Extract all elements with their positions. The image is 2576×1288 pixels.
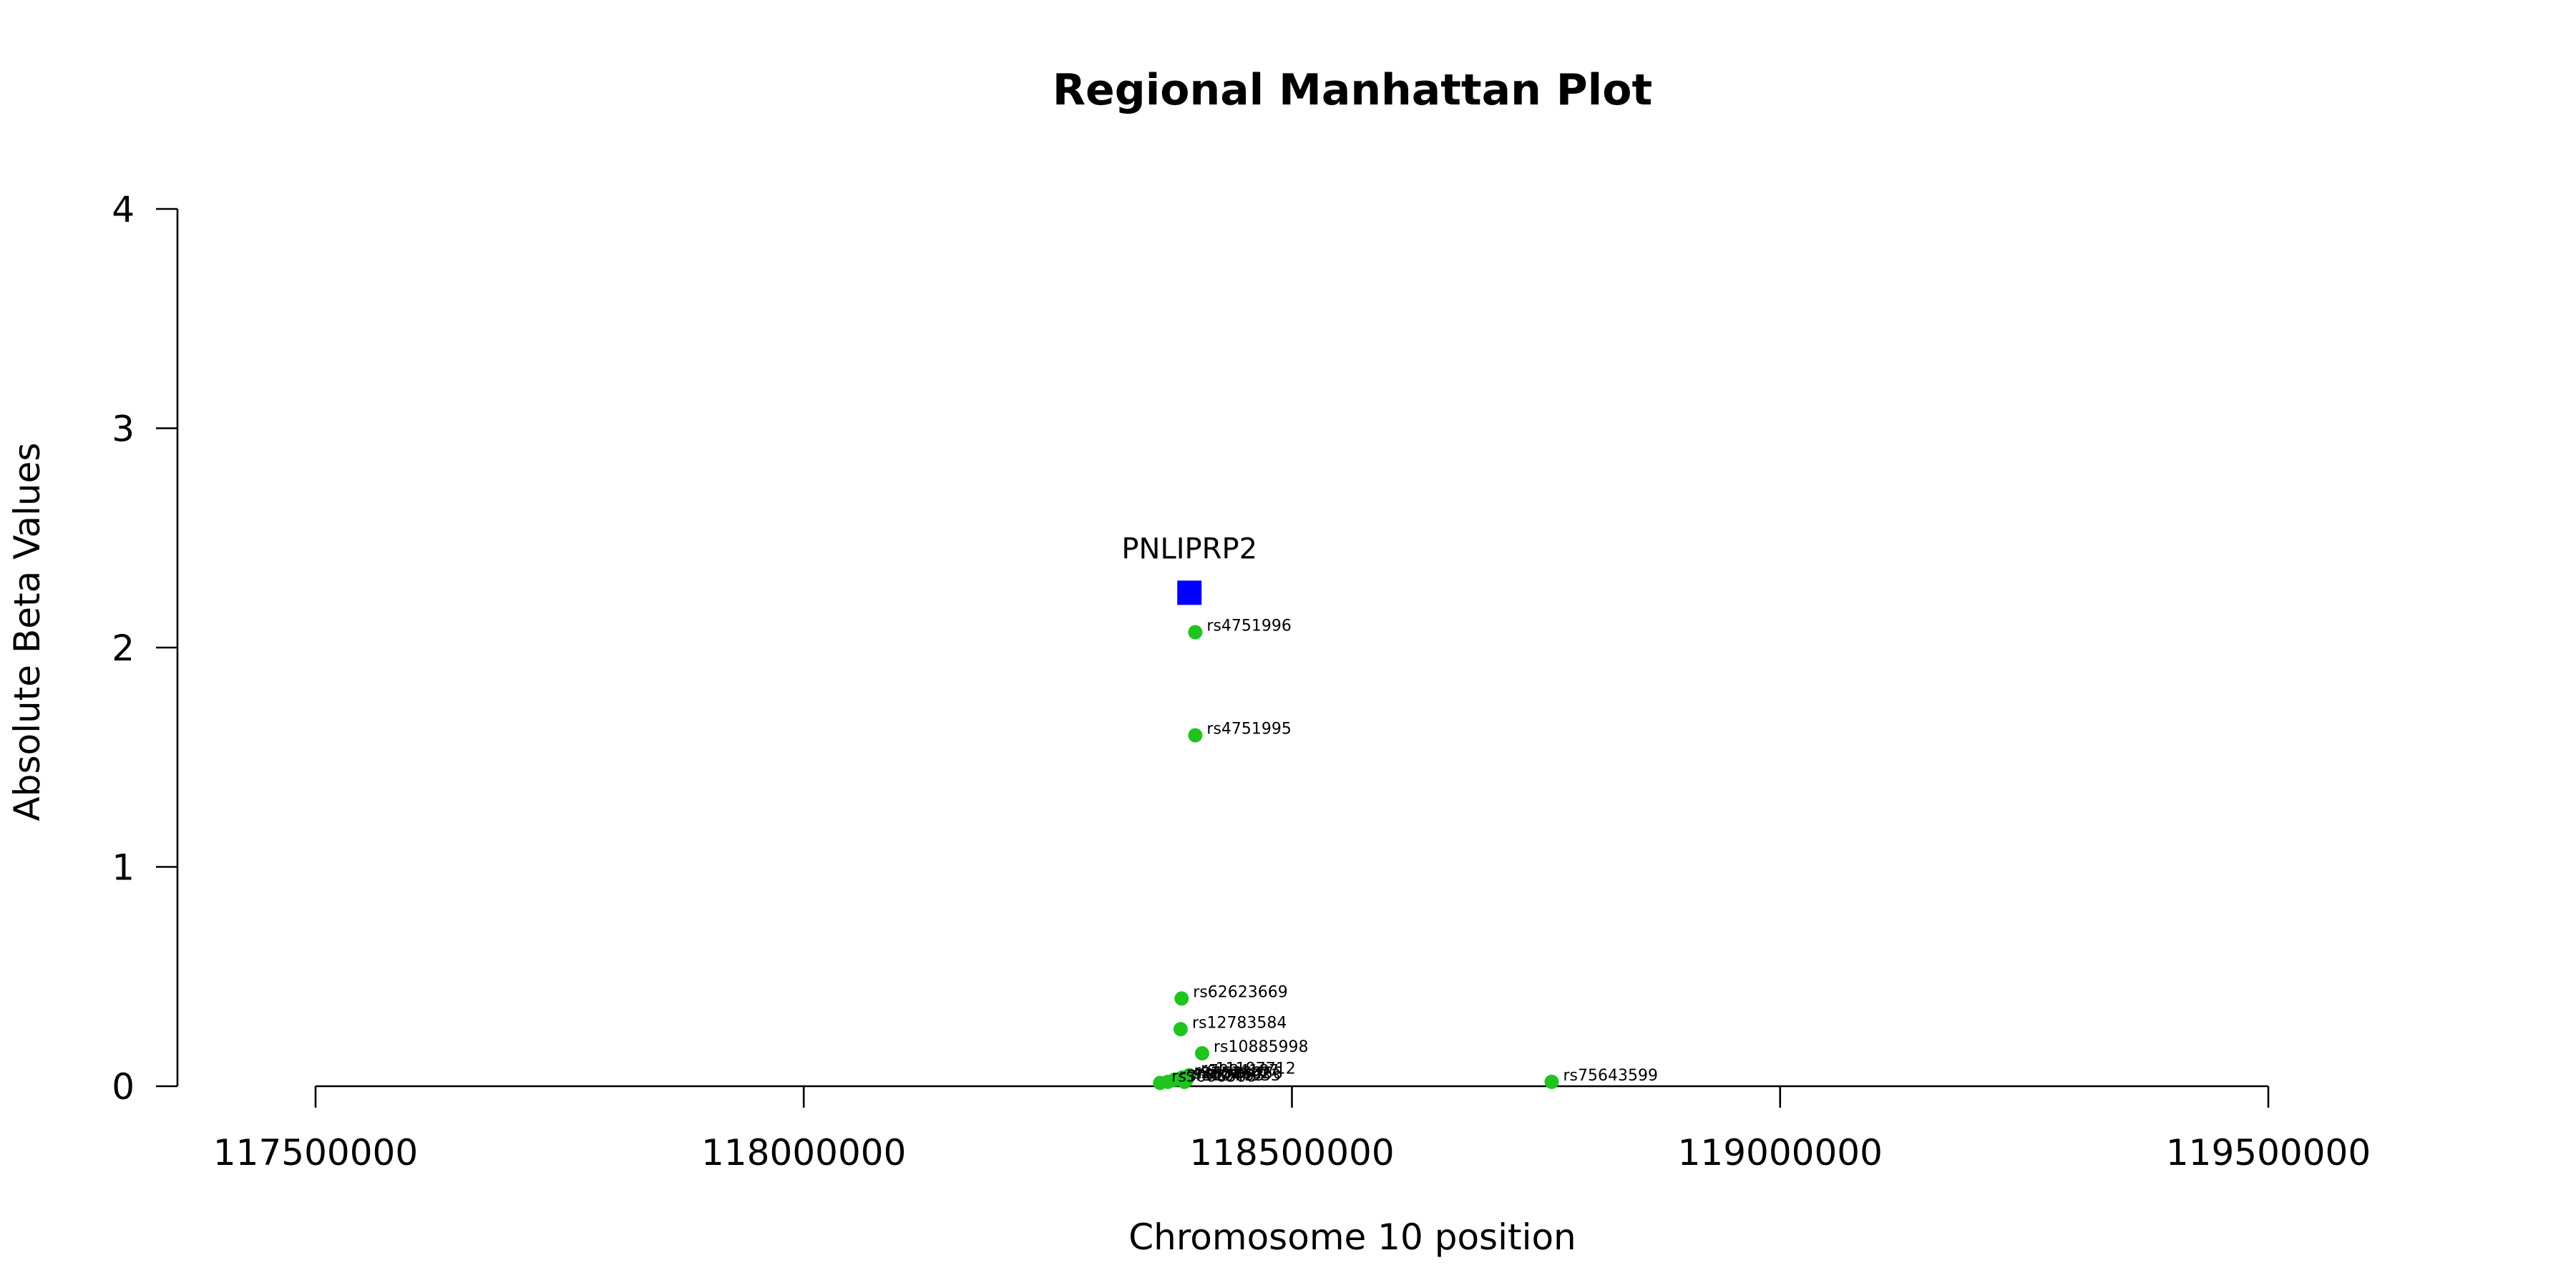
x-tick-label: 118500000 [1189, 1132, 1394, 1174]
snp-label: rs11197712 [1201, 1060, 1295, 1078]
gene-label: PNLIPRP2 [1121, 532, 1257, 565]
y-tick-label: 1 [112, 847, 135, 889]
snp-label: rs12783584 [1192, 1014, 1287, 1032]
snp-point [1177, 1074, 1192, 1089]
y-tick-label: 4 [112, 189, 135, 230]
snp-label: rs3006500 [1171, 1068, 1257, 1085]
snp-label: rs1044933 [1196, 1067, 1281, 1085]
x-tick-label: 119000000 [1678, 1132, 1883, 1174]
snp-point [1153, 1075, 1168, 1091]
snp-point [1194, 1046, 1209, 1061]
gene-marker [1177, 580, 1202, 605]
snp-label: rs62623669 [1193, 983, 1287, 1001]
x-tick-label: 118000000 [701, 1132, 906, 1174]
snp-label: rs6585466 [1198, 1065, 1283, 1083]
snp-label: rs7084187 [1194, 1063, 1279, 1080]
snp-points: rs4751996 rs4751995 rs62623669 rs12783584 rs… [1153, 618, 1658, 1091]
snp-point [1544, 1074, 1559, 1089]
snp-label: rs4751996 [1206, 618, 1292, 635]
gene-marker-group: PNLIPRP2 [1121, 532, 1257, 605]
x-axis-label: Chromosome 10 position [1128, 1216, 1576, 1258]
y-ticks: 0 1 2 3 4 [112, 189, 177, 1108]
x-tick-label: 119500000 [2166, 1132, 2371, 1174]
snp-point [1174, 991, 1189, 1006]
chart-title: Regional Manhattan Plot [1053, 65, 1652, 115]
snp-label: rs10885998 [1214, 1038, 1308, 1056]
y-axis-label: Absolute Beta Values [6, 443, 48, 821]
snp-point [1188, 728, 1203, 743]
snp-point [1173, 1022, 1188, 1037]
snp-point [1188, 625, 1203, 640]
y-tick-label: 3 [112, 409, 135, 450]
snp-label: rs75643599 [1563, 1067, 1657, 1085]
snp-label: rs2253662 [1186, 1065, 1272, 1083]
y-tick-label: 2 [112, 628, 135, 669]
y-tick-label: 0 [112, 1066, 135, 1108]
snp-label: rs4751995 [1206, 721, 1292, 738]
snp-label: rs7910453 [1179, 1067, 1264, 1085]
x-tick-label: 117500000 [213, 1132, 418, 1174]
x-ticks: 117500000 118000000 118500000 119000000 1195… [213, 1086, 2371, 1174]
